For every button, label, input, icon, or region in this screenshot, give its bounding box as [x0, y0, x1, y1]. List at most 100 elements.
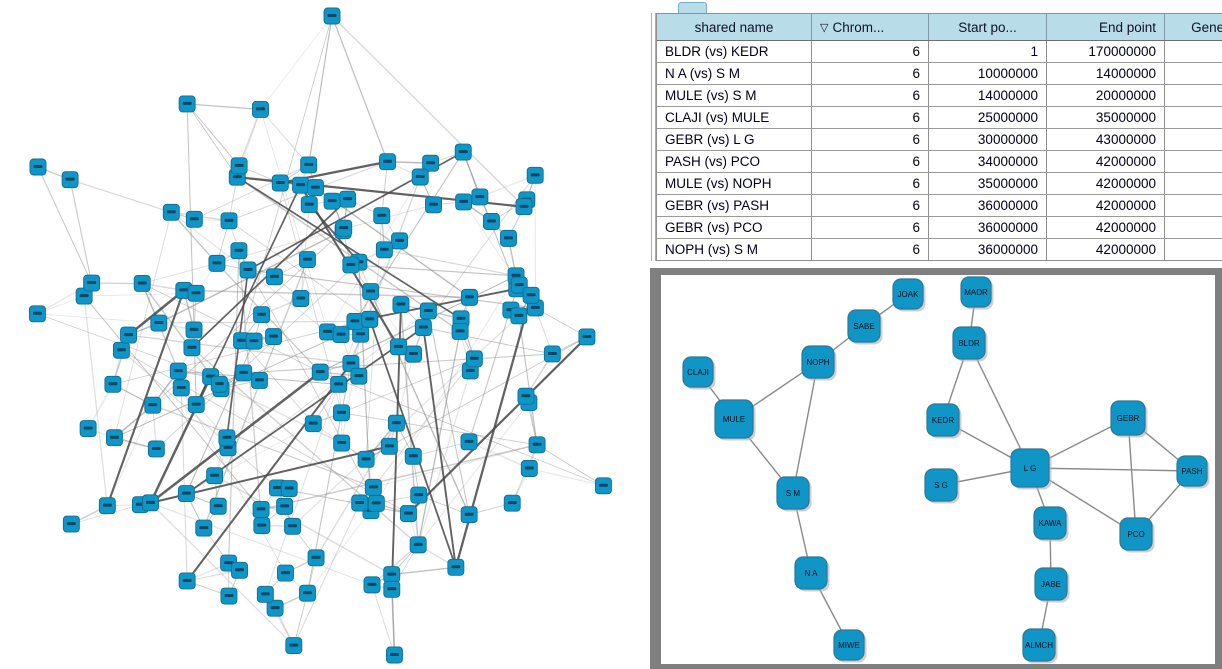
table-row[interactable]: MULE (vs) S M614000000200000007.5 — [657, 84, 1222, 107]
overview-node[interactable] — [265, 328, 282, 346]
cell-value[interactable]: 36000000 — [928, 216, 1047, 239]
overview-node[interactable] — [235, 364, 253, 382]
overview-node[interactable] — [447, 558, 465, 576]
overview-node[interactable] — [253, 517, 271, 535]
cell-value[interactable]: 20000000 — [1046, 84, 1165, 107]
cell-value[interactable]: 6 — [811, 62, 929, 85]
overview-node[interactable] — [265, 268, 283, 286]
overview-node[interactable] — [220, 212, 238, 230]
cell-value[interactable]: 6 — [811, 216, 929, 239]
overview-node[interactable] — [595, 477, 612, 495]
cell-shared-name[interactable]: NOPH (vs) S M — [657, 238, 812, 260]
overview-node[interactable] — [285, 637, 303, 655]
column-header-genetic[interactable]: Genetic... — [1164, 14, 1222, 41]
subnetwork-node-kawa[interactable]: KAWA — [1033, 506, 1069, 542]
overview-node[interactable] — [342, 256, 360, 274]
overview-node[interactable] — [419, 302, 437, 320]
overview-node[interactable] — [333, 404, 350, 422]
overview-node[interactable] — [375, 241, 393, 259]
subnetwork-node-claji[interactable]: CLAJI — [682, 356, 716, 390]
overview-node[interactable] — [515, 198, 533, 216]
overview-node[interactable] — [299, 584, 316, 602]
subnetwork-node-pco[interactable]: PCO — [1119, 517, 1155, 553]
column-header-chrom[interactable]: ▽ Chrom... — [811, 14, 929, 41]
filter-icon[interactable]: ▽ — [820, 21, 829, 34]
overview-node[interactable] — [183, 339, 201, 357]
cell-value[interactable]: 6 — [811, 128, 929, 151]
subnetwork-node-kedr[interactable]: KEDR — [926, 403, 962, 439]
overview-node[interactable] — [187, 284, 205, 302]
overview-node[interactable] — [292, 290, 310, 307]
cell-value[interactable]: 42000000 — [1046, 194, 1165, 217]
overview-node[interactable] — [231, 561, 248, 579]
overview-node[interactable] — [178, 572, 196, 590]
overview-node[interactable] — [405, 345, 422, 363]
overview-node[interactable] — [383, 580, 401, 598]
edge-attribute-table[interactable]: shared name ▽ Chrom... Start po... End point… — [657, 14, 1222, 260]
overview-node[interactable] — [144, 396, 162, 414]
cell-shared-name[interactable]: GEBR (vs) L G — [657, 128, 812, 151]
overview-node[interactable] — [330, 375, 348, 393]
overview-node[interactable] — [79, 420, 97, 438]
overview-node[interactable] — [256, 585, 274, 603]
cell-value[interactable]: 30000000 — [928, 128, 1047, 151]
cell-value[interactable]: 14000000 — [1046, 62, 1165, 85]
cell-value[interactable]: 43000000 — [1046, 128, 1165, 151]
overview-node[interactable] — [150, 314, 168, 332]
cell-value[interactable]: 35000000 — [928, 172, 1047, 195]
overview-node[interactable] — [392, 296, 410, 314]
overview-node[interactable] — [335, 219, 353, 237]
overview-node[interactable] — [307, 179, 324, 197]
cell-shared-name[interactable]: GEBR (vs) PASH — [657, 194, 812, 217]
overview-node[interactable] — [195, 519, 213, 537]
subnetwork-node-sg[interactable]: S G — [924, 468, 960, 504]
cell-value[interactable]: 170000000 — [1046, 40, 1165, 63]
overview-node[interactable] — [230, 242, 248, 260]
overview-network-canvas[interactable] — [0, 0, 652, 669]
cell-value[interactable]: 6 — [811, 194, 929, 217]
overview-node[interactable] — [280, 480, 298, 497]
cell-shared-name[interactable]: GEBR (vs) PCO — [657, 216, 812, 239]
overview-node[interactable] — [350, 367, 368, 385]
overview-node[interactable] — [333, 434, 351, 452]
overview-node[interactable] — [169, 362, 187, 380]
cell-value[interactable]: 42000000 — [1046, 216, 1165, 239]
overview-node[interactable] — [422, 154, 440, 172]
overview-node[interactable] — [319, 323, 337, 341]
overview-node[interactable] — [543, 345, 561, 363]
overview-node[interactable] — [379, 153, 396, 171]
cell-value[interactable]: 36000000 — [928, 194, 1047, 217]
overview-node[interactable] — [455, 193, 473, 211]
overview-node[interactable] — [271, 174, 289, 192]
overview-node[interactable] — [391, 232, 408, 250]
overview-node[interactable] — [300, 156, 318, 174]
cell-value[interactable]: 6.6 — [1164, 62, 1222, 85]
overview-node[interactable] — [83, 274, 101, 292]
overview-node[interactable] — [252, 500, 270, 518]
subnetwork-node-joak[interactable]: JOAK — [892, 278, 926, 312]
overview-node[interactable] — [311, 363, 329, 381]
overview-node[interactable] — [292, 176, 310, 194]
overview-node[interactable] — [526, 299, 544, 317]
column-header-end-point[interactable]: End point — [1046, 14, 1165, 41]
table-row[interactable]: MULE (vs) NOPH6350000004200000010.5 — [657, 172, 1222, 195]
overview-node[interactable] — [411, 168, 429, 186]
overview-node[interactable] — [410, 486, 428, 504]
overview-node[interactable] — [239, 261, 257, 279]
overview-node[interactable] — [465, 350, 483, 368]
overview-node[interactable] — [178, 95, 196, 113]
overview-node[interactable] — [503, 494, 521, 512]
overview-node[interactable] — [471, 188, 489, 206]
cell-value[interactable]: 42000000 — [1046, 150, 1165, 173]
overview-node[interactable] — [252, 100, 269, 118]
overview-node[interactable] — [323, 7, 341, 25]
cell-value[interactable]: 6 — [811, 84, 929, 107]
overview-node[interactable] — [162, 203, 180, 221]
subnetwork-node-miwe[interactable]: MIWE — [833, 629, 867, 663]
table-row[interactable]: PASH (vs) PCO6340000004200000011.4 — [657, 150, 1222, 173]
overview-node[interactable] — [425, 196, 442, 214]
overview-node[interactable] — [98, 497, 116, 515]
overview-node[interactable] — [105, 429, 123, 447]
subnetwork-node-sabe[interactable]: SABE — [847, 309, 883, 345]
subnetwork-node-pash[interactable]: PASH — [1176, 455, 1210, 489]
